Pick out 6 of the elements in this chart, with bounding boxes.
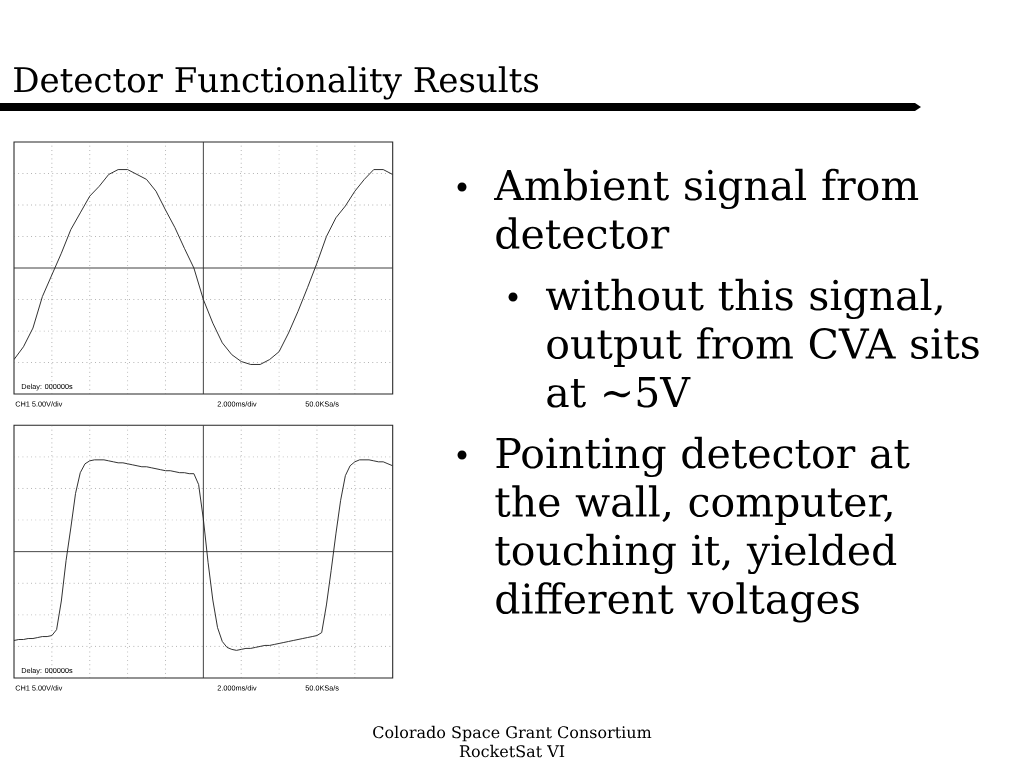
text: without this signal, output from CVA sits at ~5V	[545, 278, 979, 408]
text: Ambient signal from detector	[494, 168, 919, 250]
text: Pointing detector at the wall, computer, touching it, yielded different voltages	[495, 436, 910, 623]
text: Detector Functionality Results	[14, 66, 539, 100]
text: Colorado Space Grant Consortium	[373, 725, 652, 742]
text: RocketSat VI	[459, 744, 565, 758]
